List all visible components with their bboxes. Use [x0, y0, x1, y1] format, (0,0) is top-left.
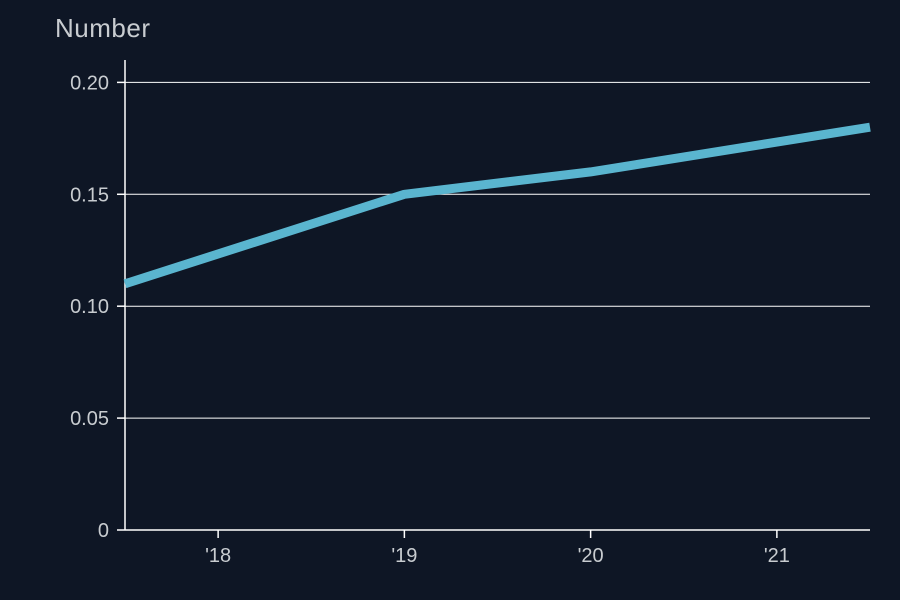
- y-tick-label: 0.15: [70, 184, 109, 206]
- line-chart: Number 0 0.05 0.10 0.15 0.20 '18 '19 '20 '21: [0, 0, 900, 600]
- y-tick-label: 0.10: [70, 296, 109, 318]
- chart-background: [0, 0, 900, 600]
- x-tick-label: '18: [205, 545, 231, 567]
- x-tick-label: '21: [764, 545, 790, 567]
- y-axis-title: Number: [55, 13, 150, 43]
- y-tick-label: 0.05: [70, 408, 109, 430]
- x-tick-label: '19: [391, 545, 417, 567]
- y-tick-label: 0.20: [70, 72, 109, 94]
- chart-svg: Number 0 0.05 0.10 0.15 0.20 '18 '19 '20 '21: [0, 0, 900, 600]
- x-tick-label: '20: [578, 545, 604, 567]
- y-tick-label: 0: [98, 520, 109, 542]
